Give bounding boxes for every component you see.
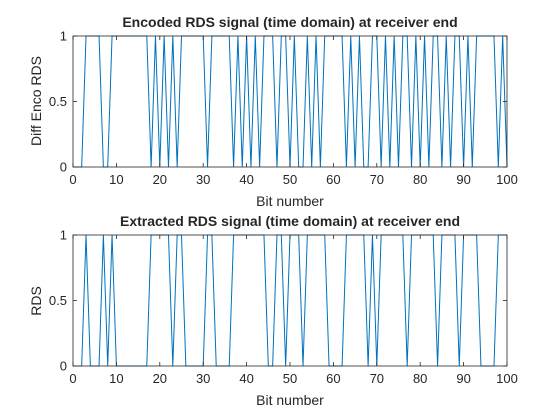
y-tick-label: 1 (60, 29, 67, 44)
x-tick-label: 60 (326, 172, 340, 187)
chart-title-top: Encoded RDS signal (time domain) at rece… (122, 14, 457, 30)
plot-area-top (73, 36, 507, 167)
x-tick-label: 50 (283, 172, 297, 187)
y-axis-label-bottom: RDS (28, 286, 44, 316)
x-tick-label: 70 (370, 172, 384, 187)
x-axis-label-top: Bit number (256, 193, 324, 209)
x-tick-label: 70 (370, 371, 384, 386)
y-tick-label: 0.5 (49, 293, 67, 308)
x-tick-label: 20 (153, 172, 167, 187)
x-tick-label: 50 (283, 371, 297, 386)
x-tick-label: 20 (153, 371, 167, 386)
x-tick-label: 100 (496, 172, 518, 187)
x-tick-label: 30 (196, 371, 210, 386)
x-tick-label: 0 (69, 172, 76, 187)
x-tick-label: 60 (326, 371, 340, 386)
x-tick-label: 90 (456, 172, 470, 187)
x-tick-label: 40 (239, 172, 253, 187)
x-tick-label: 100 (496, 371, 518, 386)
x-tick-label: 90 (456, 371, 470, 386)
y-tick-label: 1 (60, 228, 67, 243)
x-tick-label: 30 (196, 172, 210, 187)
x-tick-label: 10 (109, 172, 123, 187)
chart-bottom: 0 10 20 30 40 50 60 70 80 90 100 0 0.5 1 Extracted R… (28, 213, 518, 408)
plot-area-bottom (73, 235, 507, 366)
y-tick-label: 0.5 (49, 94, 67, 109)
chart-title-bottom: Extracted RDS signal (time domain) at re… (120, 213, 460, 229)
x-axis-label-bottom: Bit number (256, 392, 324, 408)
x-tick-label: 80 (413, 371, 427, 386)
x-tick-label: 80 (413, 172, 427, 187)
x-tick-label: 40 (239, 371, 253, 386)
x-tick-label: 10 (109, 371, 123, 386)
y-axis-label-top: Diff Enco RDS (28, 56, 44, 146)
y-tick-label: 0 (60, 359, 67, 374)
chart-top: 0 10 20 30 40 50 60 70 80 90 100 0 0.5 1 Encoded RDS… (28, 14, 518, 209)
y-tick-label: 0 (60, 160, 67, 175)
x-tick-label: 0 (69, 371, 76, 386)
